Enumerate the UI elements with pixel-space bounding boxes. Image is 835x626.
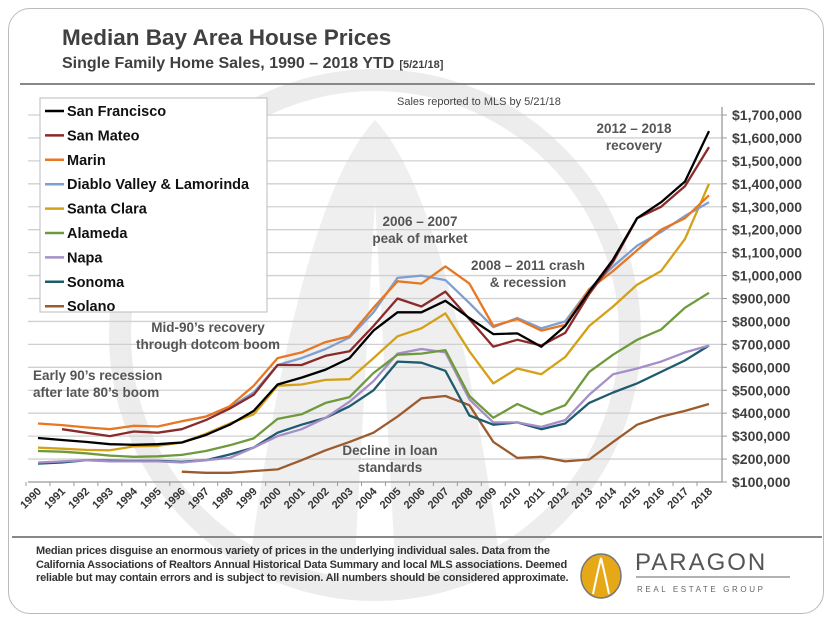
series-line-santa-clara [37,183,711,452]
y-tick-label: $500,000 [732,382,791,398]
legend-label: Napa [67,250,103,266]
y-tick-label: $1,500,000 [732,153,802,169]
legend-label: San Mateo [67,128,140,144]
annotation-text: & recession [490,275,567,290]
annotation-text: 2008 – 2011 crash [471,258,585,273]
y-tick-label: $300,000 [732,428,791,444]
x-tick-label: 2017 [665,486,691,512]
legend-label: San Francisco [67,104,166,120]
series-line-san-francisco [37,130,711,446]
series-line-solano [181,394,710,474]
footer-disclaimer: Median prices disguise an enormous varie… [36,545,569,584]
chart-frame [8,8,824,614]
y-tick-label: $400,000 [732,405,791,421]
x-tick-label: 2014 [593,485,619,511]
subtitle-text: Single Family Home Sales, 1990 – 2018 YT… [62,55,394,72]
subtitle-date: [5/21/18] [399,59,443,71]
y-tick-label: $1,100,000 [732,245,802,261]
legend-label: Santa Clara [67,202,148,218]
chart-subtitle: Single Family Home Sales, 1990 – 2018 YT… [62,55,444,72]
logo-tagline: REAL ESTATE GROUP [637,585,766,594]
x-tick-label: 2018 [689,486,715,512]
x-tick-label: 1992 [66,486,92,512]
legend-label: Alameda [67,226,128,242]
y-tick-label: $100,000 [732,474,791,490]
annotation-text: Decline in loan [342,443,437,458]
x-tick-label: 2010 [498,486,524,512]
y-tick-label: $1,000,000 [732,268,802,284]
x-tick-label: 1998 [210,486,236,512]
legend-label: Solano [67,299,115,315]
y-tick-label: $1,200,000 [732,222,802,238]
x-tick-label: 1991 [42,486,68,512]
annotation-text: through dotcom boom [136,337,280,352]
x-tick-label: 1993 [90,486,116,512]
mls-note: Sales reported to MLS by 5/21/18 [397,96,561,108]
annotation-text: 2006 – 2007 [382,214,457,229]
annotation-text: 2012 – 2018 [596,121,672,136]
x-tick-label: 2015 [617,486,643,512]
y-tick-label: $700,000 [732,336,791,352]
series-line-napa [37,344,710,464]
x-tick-label: 1999 [234,486,260,512]
y-tick-label: $900,000 [732,291,791,307]
chart-title: Median Bay Area House Prices [62,25,391,50]
annotation-text: Early 90’s recession [33,368,162,383]
x-tick-label: 2011 [522,486,547,511]
y-tick-label: $1,400,000 [732,176,802,192]
legend-label: Marin [67,153,106,169]
annotation-text: Mid-90’s recovery [151,320,265,335]
legend-box [39,97,268,313]
y-tick-label: $600,000 [732,359,791,375]
annotation-text: standards [358,460,423,475]
annotation-text: after late 80’s boom [33,385,159,400]
y-tick-label: $1,600,000 [732,130,802,146]
legend-label: Diablo Valley & Lamorinda [67,177,250,193]
x-tick-label: 1994 [114,485,140,511]
x-tick-label: 2016 [641,486,667,512]
series-line-alameda [37,291,710,458]
logo-name: PARAGON [635,549,767,576]
x-tick-label: 1990 [18,486,44,512]
annotation-text: peak of market [372,231,468,246]
y-tick-label: $800,000 [732,313,791,329]
y-tick-label: $1,300,000 [732,199,802,215]
series-line-san-mateo [61,146,710,438]
annotation-text: recovery [606,138,663,153]
legend-label: Sonoma [67,275,125,291]
y-tick-label: $1,700,000 [732,107,802,123]
y-tick-label: $200,000 [732,451,791,467]
paragon-logo: PARAGON REAL ESTATE GROUP [580,549,790,599]
